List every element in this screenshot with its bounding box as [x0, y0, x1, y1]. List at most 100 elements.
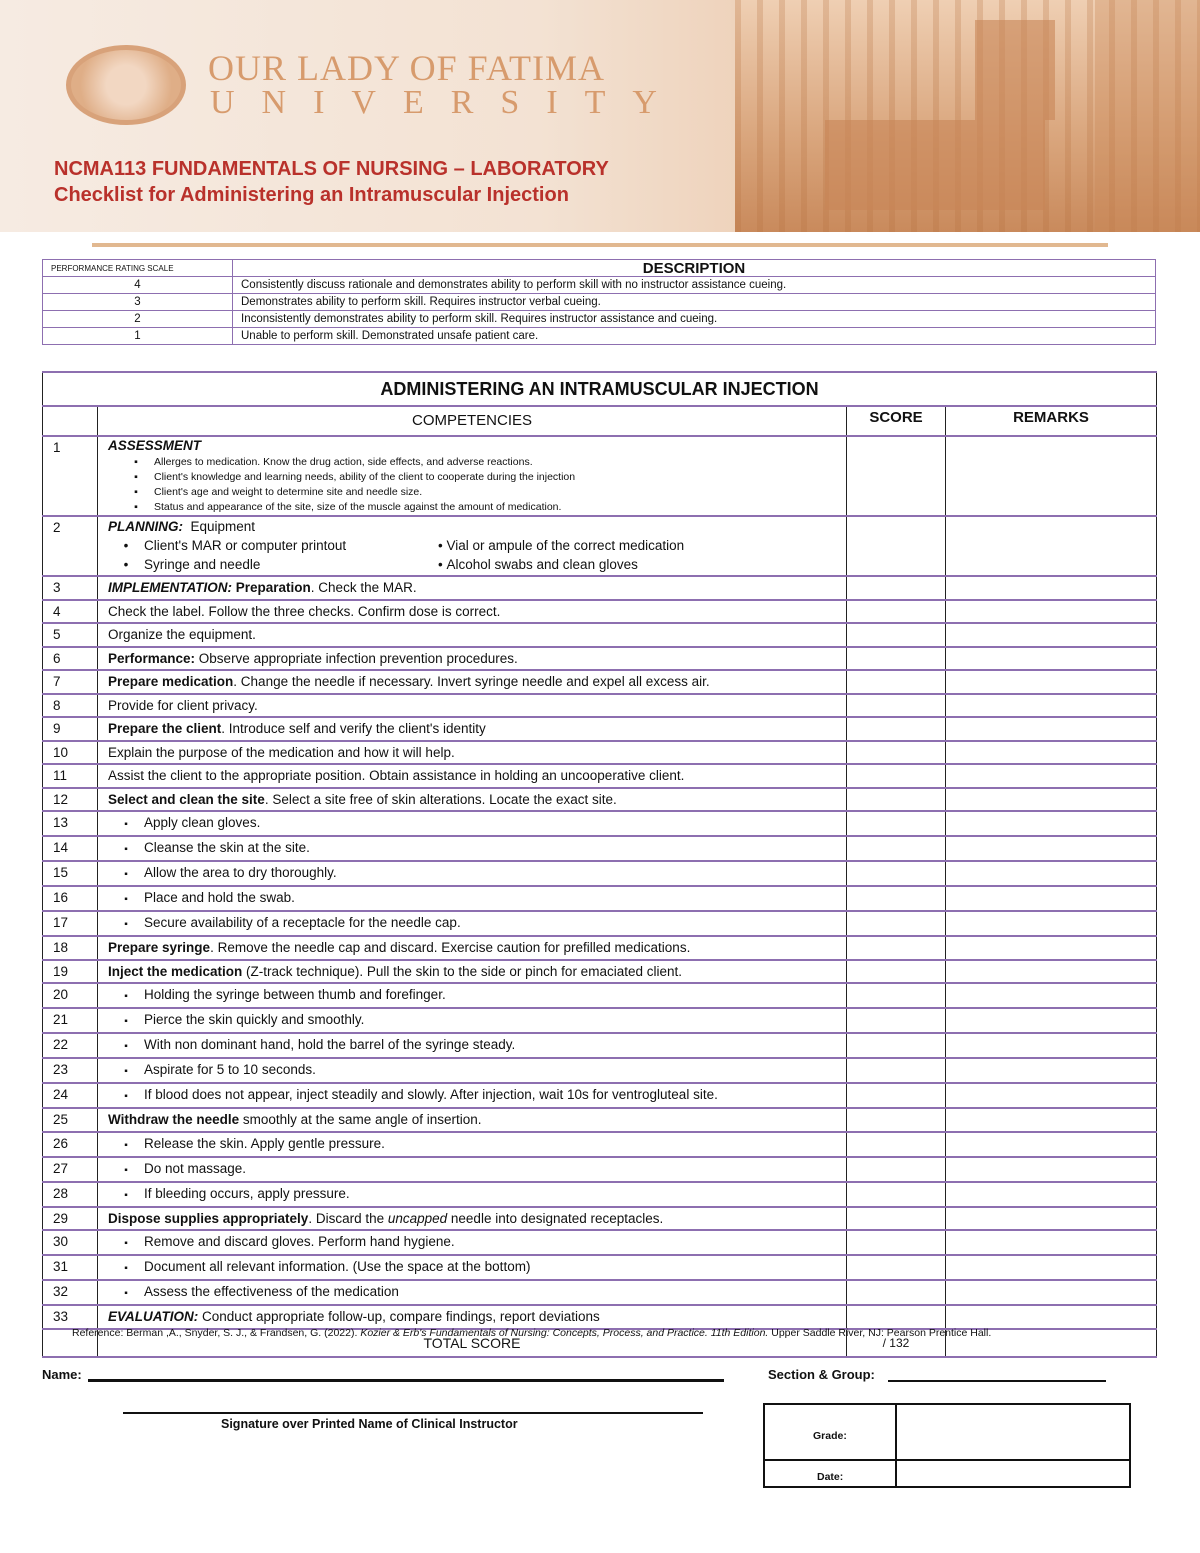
remarks-cell[interactable]	[944, 958, 1158, 984]
bullet-icon: ▪	[124, 1189, 128, 1201]
score-cell[interactable]	[846, 810, 946, 837]
score-cell[interactable]	[846, 669, 946, 695]
competency-row: 4 Check the label. Follow the three check…	[42, 598, 1158, 624]
competency-row: 23 ▪ Aspirate for 5 to 10 seconds.	[42, 1057, 1158, 1084]
remarks-cell[interactable]	[944, 835, 1158, 862]
competency-cell: ▪ Secure availability of a receptacle for…	[97, 910, 847, 937]
remarks-cell[interactable]	[944, 860, 1158, 887]
remarks-cell[interactable]	[944, 1057, 1158, 1084]
remarks-cell[interactable]	[944, 598, 1158, 624]
grade-label: Grade:	[813, 1430, 847, 1442]
scale-row: 2 Inconsistently demonstrates ability to …	[42, 310, 1156, 328]
remarks-cell[interactable]	[944, 1229, 1158, 1256]
competency-text: If blood does not appear, inject steadil…	[144, 1087, 718, 1102]
competency-row: 12 Select and clean the site. Select a si…	[42, 786, 1158, 812]
remarks-cell[interactable]	[944, 1007, 1158, 1034]
score-cell[interactable]	[846, 1032, 946, 1059]
score-cell[interactable]	[846, 982, 946, 1009]
remarks-cell[interactable]	[944, 515, 1158, 577]
score-cell[interactable]	[846, 435, 946, 517]
remarks-cell[interactable]	[944, 669, 1158, 695]
score-cell[interactable]	[846, 1180, 946, 1208]
score-cell[interactable]	[846, 598, 946, 624]
score-cell[interactable]	[846, 1155, 946, 1183]
score-cell[interactable]	[846, 1107, 946, 1133]
score-cell[interactable]	[846, 575, 946, 601]
remarks-cell[interactable]	[944, 935, 1158, 961]
remarks-cell[interactable]	[944, 982, 1158, 1009]
checklist-title: ADMINISTERING AN INTRAMUSCULAR INJECTION	[41, 371, 1158, 407]
remarks-cell[interactable]	[944, 885, 1158, 912]
competency-cell: Provide for client privacy.	[97, 692, 847, 718]
competency-row: 20 ▪ Holding the syringe between thumb and…	[42, 982, 1158, 1009]
competency-text: Apply clean gloves.	[144, 815, 261, 830]
score-cell[interactable]	[846, 860, 946, 887]
competency-text: Prepare syringe	[108, 940, 211, 955]
score-cell[interactable]	[846, 515, 946, 577]
remarks-cell[interactable]	[944, 435, 1158, 517]
score-cell[interactable]	[846, 1082, 946, 1109]
row-number: 32	[42, 1279, 98, 1306]
competency-cell: ▪ If bleeding occurs, apply pressure.	[97, 1180, 847, 1208]
score-cell[interactable]	[846, 1254, 946, 1281]
score-cell[interactable]	[846, 739, 946, 765]
row-number: 18	[42, 935, 98, 961]
remarks-cell[interactable]	[944, 763, 1158, 789]
score-cell[interactable]	[846, 1229, 946, 1256]
remarks-cell[interactable]	[944, 716, 1158, 742]
score-cell[interactable]	[846, 716, 946, 742]
score-cell[interactable]	[846, 786, 946, 812]
rating-value: 4	[42, 276, 233, 294]
score-cell[interactable]	[846, 1130, 946, 1158]
equipment-item: Alcohol swabs and clean gloves	[446, 557, 638, 572]
total-remarks-cell[interactable]	[944, 1327, 1158, 1358]
name-field[interactable]	[88, 1379, 724, 1382]
row-number: 21	[42, 1007, 98, 1034]
score-cell[interactable]	[846, 622, 946, 648]
score-cell[interactable]	[846, 692, 946, 718]
equipment-item: Vial or ampule of the correct medication	[446, 538, 685, 553]
score-cell[interactable]	[846, 1304, 946, 1330]
competency-text: . Change the needle if necessary. Invert…	[233, 674, 710, 689]
score-cell[interactable]	[846, 645, 946, 671]
competency-cell: Withdraw the needle smoothly at the same…	[97, 1107, 847, 1133]
remarks-cell[interactable]	[944, 575, 1158, 601]
score-cell[interactable]	[846, 935, 946, 961]
remarks-cell[interactable]	[944, 1155, 1158, 1183]
remarks-cell[interactable]	[944, 910, 1158, 937]
competency-cell: ▪ Assess the effectiveness of the medicat…	[97, 1279, 847, 1306]
remarks-cell[interactable]	[944, 1205, 1158, 1231]
remarks-cell[interactable]	[944, 1107, 1158, 1133]
remarks-cell[interactable]	[944, 739, 1158, 765]
remarks-cell[interactable]	[944, 1082, 1158, 1109]
score-cell[interactable]	[846, 763, 946, 789]
remarks-cell[interactable]	[944, 645, 1158, 671]
section-field[interactable]	[888, 1380, 1106, 1382]
remarks-cell[interactable]	[944, 622, 1158, 648]
score-cell[interactable]	[846, 1279, 946, 1306]
score-cell[interactable]	[846, 910, 946, 937]
competency-text: If bleeding occurs, apply pressure.	[144, 1185, 350, 1201]
reference: Reference: Berman ,A., Snyder, S. J., & …	[72, 1327, 991, 1339]
score-cell[interactable]	[846, 1057, 946, 1084]
remarks-cell[interactable]	[944, 786, 1158, 812]
score-cell[interactable]	[846, 1007, 946, 1034]
remarks-cell[interactable]	[944, 1304, 1158, 1330]
remarks-cell[interactable]	[944, 1130, 1158, 1158]
remarks-cell[interactable]	[944, 692, 1158, 718]
score-cell[interactable]	[846, 1205, 946, 1231]
competency-text: Select and clean the site	[108, 791, 265, 807]
remarks-cell[interactable]	[944, 810, 1158, 837]
score-cell[interactable]	[846, 885, 946, 912]
rating-value: 1	[42, 327, 233, 345]
competency-text: Release the skin. Apply gentle pressure.	[144, 1135, 385, 1151]
signature-line[interactable]	[123, 1412, 703, 1414]
remarks-cell[interactable]	[944, 1180, 1158, 1208]
remarks-cell[interactable]	[944, 1279, 1158, 1306]
competency-row: 31 ▪ Document all relevant information. (U…	[42, 1254, 1158, 1281]
score-cell[interactable]	[846, 835, 946, 862]
score-cell[interactable]	[846, 958, 946, 984]
row-number: 13	[42, 810, 98, 837]
remarks-cell[interactable]	[944, 1254, 1158, 1281]
remarks-cell[interactable]	[944, 1032, 1158, 1059]
